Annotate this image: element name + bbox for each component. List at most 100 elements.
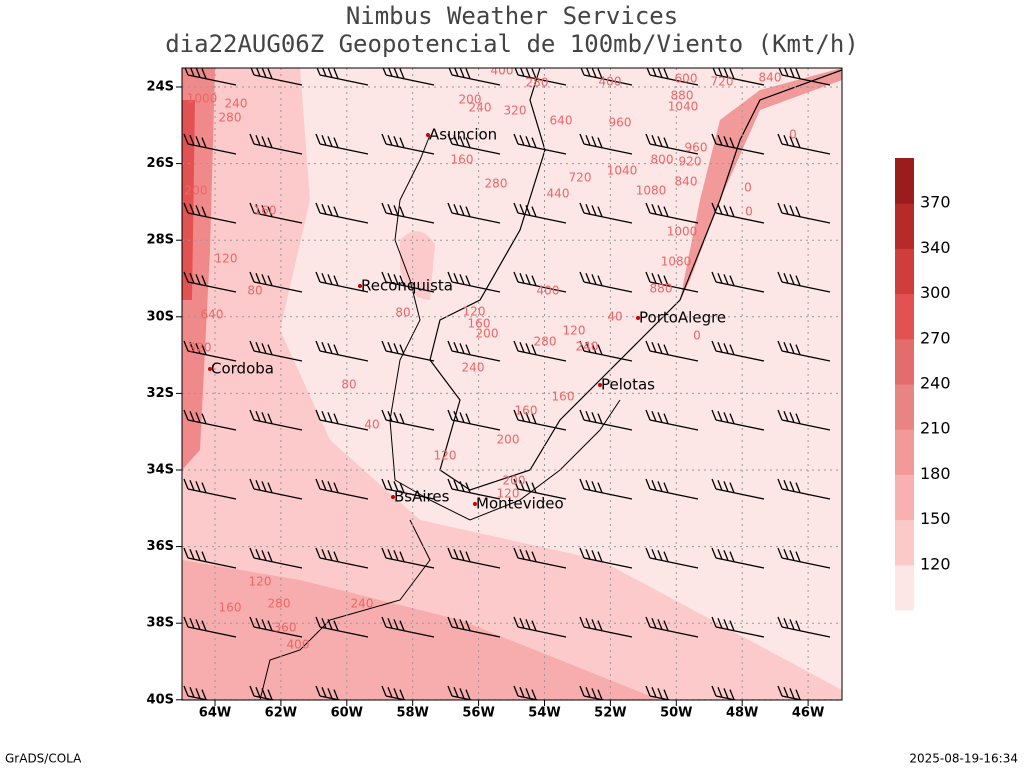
contour-label: 840	[675, 175, 698, 189]
contour-label: 280	[534, 335, 557, 349]
colorbar-label: 370	[920, 193, 951, 212]
contour-label: 120	[463, 305, 486, 319]
colorbar-label: 150	[920, 509, 951, 528]
wind-barb	[777, 478, 831, 500]
contour-label: 440	[547, 187, 570, 201]
contour-label: 120	[215, 252, 238, 266]
wind-barb	[382, 68, 435, 86]
wind-barb	[513, 340, 567, 362]
contour-label: 160	[515, 404, 538, 418]
wind-barb	[184, 68, 237, 86]
contour-label: 1080	[636, 184, 667, 198]
colorbar-label: 210	[920, 419, 951, 438]
wind-barb	[183, 409, 237, 431]
wind-barb	[513, 616, 567, 638]
city-dot	[473, 502, 477, 506]
wind-barb	[315, 202, 369, 224]
contour-label: 840	[759, 71, 782, 85]
wind-barb	[447, 616, 501, 638]
wind-barb	[447, 478, 501, 500]
wind-barb	[513, 133, 567, 155]
footer-right: 2025-08-19-16:34	[909, 752, 1018, 766]
wind-barb	[514, 68, 567, 86]
contour-label: 400	[537, 284, 560, 298]
wind-barb	[316, 68, 369, 86]
colorbar-band	[895, 564, 914, 611]
wind-barb	[579, 202, 633, 224]
colorbar-band	[895, 248, 914, 295]
wind-barb	[448, 68, 501, 86]
lon-label: 48W	[726, 706, 758, 721]
wind-barb	[513, 271, 567, 293]
wind-barb	[777, 685, 805, 700]
wind-barb	[579, 409, 633, 431]
wind-barb	[250, 68, 303, 86]
wind-barb	[645, 478, 699, 500]
wind-barb	[579, 478, 633, 500]
contour-label: 240	[351, 597, 374, 611]
city-label: PortoAlegre	[639, 309, 726, 327]
wind-barb	[711, 409, 765, 431]
lon-label: 62W	[265, 706, 297, 721]
wind-barb	[381, 616, 435, 638]
contour-label: 200	[476, 327, 499, 341]
city-dot	[358, 284, 362, 288]
contour-label: 160	[254, 204, 277, 218]
wind-barb	[183, 271, 237, 293]
lon-label: 58W	[396, 706, 428, 721]
lat-label: 36S	[147, 539, 174, 554]
wind-barb	[777, 202, 831, 224]
lon-label: 60W	[331, 706, 363, 721]
wind-barb	[249, 616, 303, 638]
contour-label: 80	[395, 306, 410, 320]
lon-label: 56W	[462, 706, 494, 721]
city-label: Pelotas	[601, 376, 655, 394]
wind-barb	[447, 685, 475, 700]
wind-barb	[183, 340, 237, 362]
wind-barb	[579, 133, 633, 155]
colorbar-band	[895, 158, 914, 204]
contour-label: 280	[268, 597, 291, 611]
contour-label: 920	[189, 341, 212, 355]
wind-barb	[381, 271, 435, 293]
wind-barb	[249, 547, 303, 569]
contour-label: 800	[651, 153, 674, 167]
contour-label: 200	[459, 93, 482, 107]
contour-label: 240	[576, 340, 599, 354]
wind-barb	[249, 409, 303, 431]
wind-barb	[381, 340, 435, 362]
shade	[400, 231, 435, 300]
wind-barb	[777, 340, 831, 362]
wind-barb	[447, 271, 501, 293]
wind-barb	[315, 616, 369, 638]
lat-label: 24S	[147, 80, 174, 95]
wind-barb	[777, 616, 831, 638]
wind-barb	[381, 685, 409, 700]
lon-label: 54W	[528, 706, 560, 721]
wind-barb	[249, 271, 303, 293]
wind-barb	[645, 340, 699, 362]
shade	[680, 68, 842, 300]
wind-barb	[777, 133, 831, 155]
wind-barb	[777, 271, 831, 293]
wind-barb	[711, 685, 739, 700]
city-label: Montevideo	[476, 495, 564, 513]
contour-label: 1040	[607, 164, 638, 178]
lat-label: 32S	[147, 386, 174, 401]
lat-label: 30S	[147, 309, 174, 324]
colorbar-label: 120	[920, 554, 951, 573]
contour-label: 600	[675, 72, 698, 86]
wind-barb	[513, 409, 567, 431]
wind-barb	[183, 685, 211, 700]
wind-barb	[579, 340, 633, 362]
contour-label: 320	[504, 104, 527, 118]
wind-barb	[777, 409, 831, 431]
contour-label: 640	[201, 308, 224, 322]
lon-label: 50W	[660, 706, 692, 721]
colorbar-band	[895, 293, 914, 340]
contour-label: 400	[599, 75, 622, 89]
wind-barb	[249, 202, 303, 224]
city-dot	[391, 495, 395, 499]
lat-label: 38S	[147, 616, 174, 631]
contour-label: 200	[503, 474, 526, 488]
